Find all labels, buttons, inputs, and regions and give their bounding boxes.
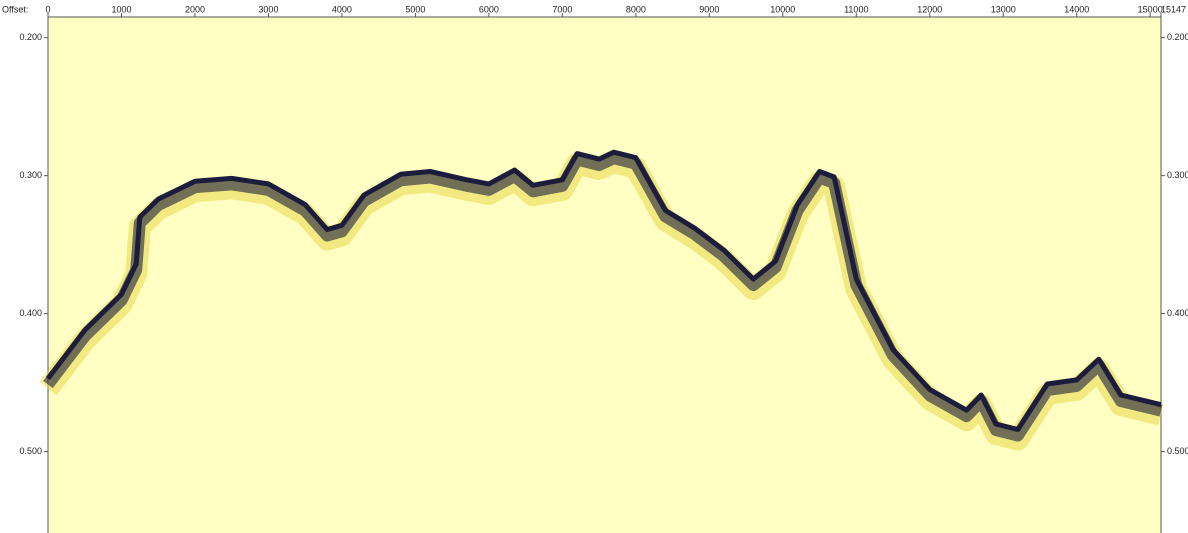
y-tick-label: 0.200 — [19, 32, 42, 42]
y-tick-label: 0.300 — [1167, 170, 1188, 180]
x-tick-label: 6000 — [479, 4, 499, 14]
x-tick-label: 3000 — [258, 4, 278, 14]
x-tick-label: 2000 — [185, 4, 205, 14]
x-tick-label: 11000 — [844, 4, 868, 14]
x-tick-label: 15147 — [1161, 4, 1186, 14]
x-tick-label: 4000 — [332, 4, 352, 14]
x-tick-label: 5000 — [405, 4, 425, 14]
x-tick-label: 12000 — [917, 4, 942, 14]
y-tick-label: 0.500 — [19, 446, 42, 456]
y-tick-label: 0.300 — [19, 170, 42, 180]
x-tick-label: 7000 — [552, 4, 572, 14]
y-tick-label: 0.400 — [19, 308, 42, 318]
x-tick-label: 14000 — [1064, 4, 1089, 14]
x-tick-label: 13000 — [991, 4, 1016, 14]
x-axis-label: Offset: — [2, 4, 28, 14]
x-tick-label: 15000 — [1138, 4, 1163, 14]
y-tick-label: 0.200 — [1167, 32, 1188, 42]
x-tick-label: 8000 — [626, 4, 646, 14]
x-tick-label: 9000 — [699, 4, 719, 14]
y-tick-label: 0.400 — [1167, 308, 1188, 318]
y-tick-label: 0.500 — [1167, 446, 1188, 456]
x-tick-label: 10000 — [770, 4, 795, 14]
chart: Offset: 0 1000 2000 3000 4000 5000 6000 7000 800… — [0, 0, 1188, 533]
plot-background — [48, 17, 1161, 533]
x-tick-label: 0 — [45, 4, 50, 14]
x-tick-label: 1000 — [111, 4, 131, 14]
